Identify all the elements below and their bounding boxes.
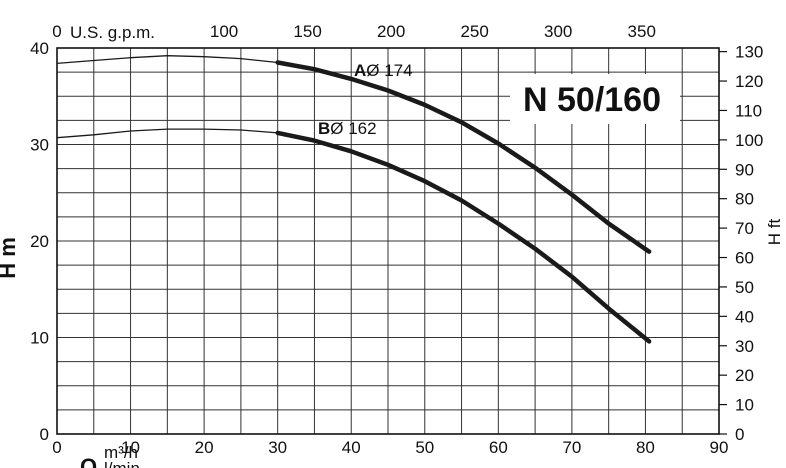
bottom-tick-label: 50: [415, 438, 434, 457]
bottom-tick-label: 40: [342, 438, 361, 457]
bottom-tick-label: 60: [489, 438, 508, 457]
right-tick-label: 0: [735, 425, 744, 444]
bottom-axis-symbol: Q: [80, 454, 97, 468]
right-tick-label: 90: [735, 160, 754, 179]
right-tick-label: 120: [735, 72, 763, 91]
right-tick-label: 60: [735, 249, 754, 268]
right-axis-ticks: 0 10 20 30 40 50 60 70 80 90 100 110 120 130: [719, 43, 763, 444]
left-axis-ticks: 0 10 20 30 40: [30, 39, 49, 444]
left-tick-label: 40: [30, 39, 49, 58]
svg-text:BØ 162: BØ 162: [318, 119, 377, 138]
top-tick-label: 150: [293, 22, 321, 41]
bottom-tick-label: 90: [710, 438, 729, 457]
right-tick-label: 10: [735, 396, 754, 415]
top-tick-label: 0: [52, 22, 61, 41]
left-tick-label: 20: [30, 232, 49, 251]
series-b-curve-thin: [56, 128, 278, 139]
right-tick-label: 70: [735, 219, 754, 238]
bottom-tick-label: 80: [636, 438, 655, 457]
left-axis-title: H m: [0, 237, 20, 279]
series-a-curve: [275, 60, 652, 254]
top-axis-title: U.S. g.p.m.: [70, 23, 155, 42]
grid: [57, 48, 719, 434]
series-a-name: A: [354, 61, 366, 80]
bottom-tick-label: 10: [121, 438, 140, 457]
model-label: N 50/160: [523, 81, 661, 119]
left-tick-label: 30: [30, 136, 49, 155]
series-a-suffix: Ø 174: [366, 61, 412, 80]
right-axis-title: H ft: [765, 219, 784, 246]
left-tick-label: 10: [30, 329, 49, 348]
bottom-tick-label: 0: [52, 438, 61, 457]
svg-text:AØ 174: AØ 174: [354, 61, 413, 80]
right-tick-label: 100: [735, 131, 763, 150]
right-tick-label: 110: [735, 101, 762, 120]
series-b-label: BØ 162: [318, 119, 377, 138]
top-axis-ticks: 0 100 150 200 250 300 350: [52, 22, 656, 41]
plot-border: [56, 47, 720, 435]
series-a-label: AØ 174: [354, 61, 413, 80]
right-tick-label: 30: [735, 337, 754, 356]
right-tick-label: 80: [735, 190, 754, 209]
top-tick-label: 100: [210, 22, 238, 41]
performance-curves: [56, 55, 652, 344]
top-tick-label: 300: [544, 22, 572, 41]
series-b-curve: [275, 130, 652, 344]
top-tick-label: 250: [460, 22, 488, 41]
top-tick-label: 200: [377, 22, 405, 41]
plot-frame: [56, 47, 720, 435]
top-tick-label: 350: [628, 22, 656, 41]
left-tick-label: 0: [40, 425, 49, 444]
series-b-name: B: [318, 119, 330, 138]
bottom-axis-unit-flow: m³/h: [104, 443, 138, 462]
right-tick-label: 130: [735, 43, 763, 62]
bottom-axis-ticks: 0 10 20 30 40 50 60 70 80 90: [52, 438, 728, 457]
bottom-tick-label: 20: [195, 438, 214, 457]
series-b-suffix: Ø 162: [330, 119, 376, 138]
model-label-background: [510, 74, 680, 124]
bottom-tick-label: 30: [268, 438, 287, 457]
bottom-axis-unit-rate: l/min: [104, 459, 140, 468]
series-a-curve-thin: [56, 55, 278, 65]
bottom-tick-label: 70: [562, 438, 581, 457]
right-tick-label: 40: [735, 307, 754, 326]
right-tick-label: 20: [735, 366, 754, 385]
right-tick-label: 50: [735, 278, 754, 297]
